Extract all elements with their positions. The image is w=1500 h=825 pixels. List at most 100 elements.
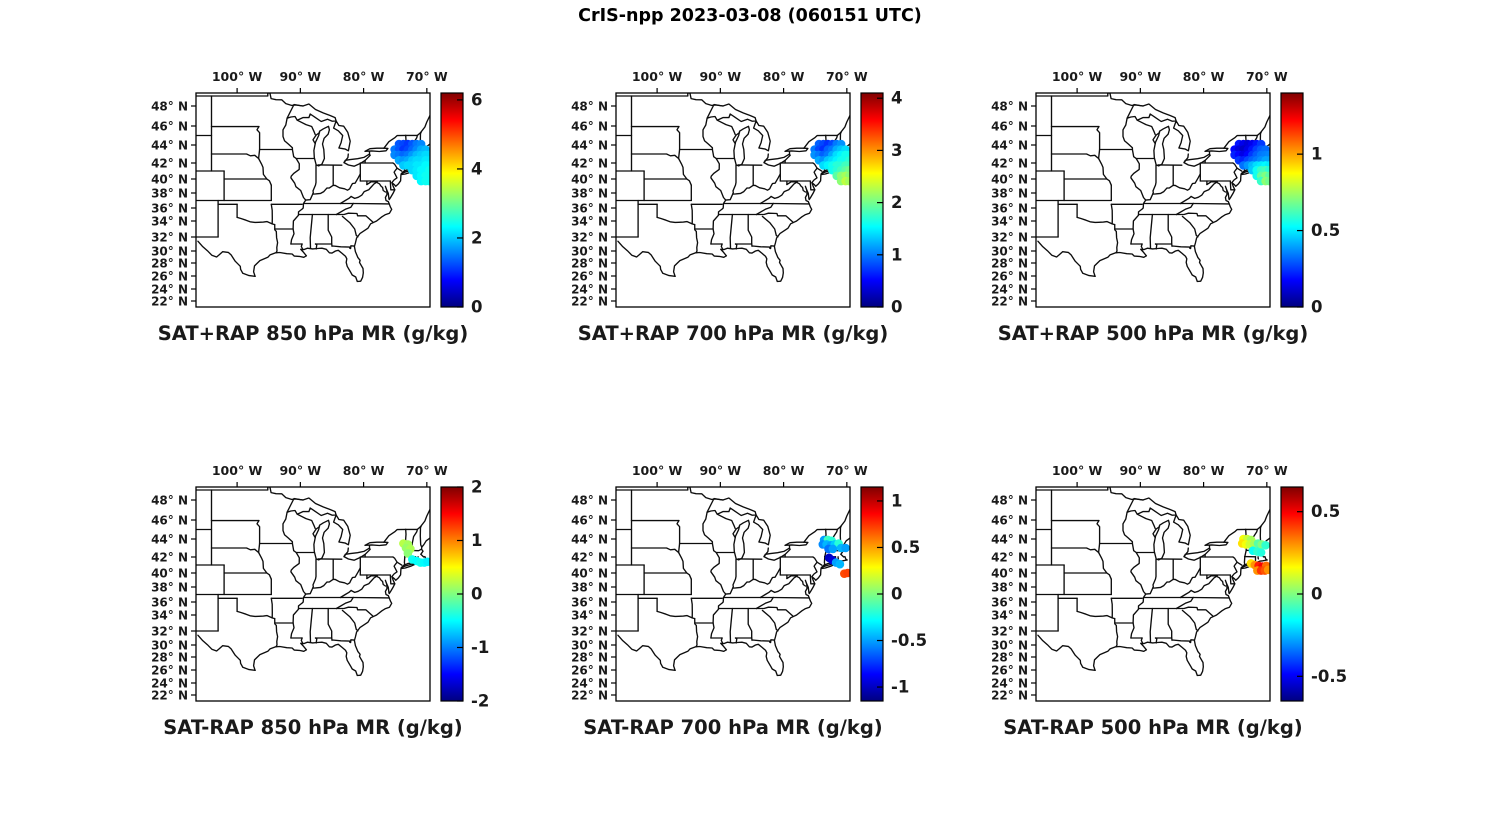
lat-tick-label: 40° N — [571, 173, 608, 187]
state-boundary — [257, 542, 261, 554]
state-boundary — [1167, 607, 1173, 641]
state-boundary — [770, 181, 798, 200]
state-boundary — [784, 541, 809, 547]
state-boundary — [752, 514, 771, 546]
colorbar-tick-label: -2 — [471, 692, 489, 711]
state-boundary — [332, 120, 351, 152]
state-boundary — [1229, 574, 1236, 585]
state-boundary — [694, 223, 699, 254]
colorbar-tick-label: 0.5 — [1311, 502, 1340, 521]
lat-tick-label: 30° N — [151, 245, 188, 259]
basemap — [196, 487, 430, 677]
colorbar — [1280, 92, 1304, 308]
colorbar-tick-label: 4 — [471, 159, 482, 178]
lat-tick-label: 48° N — [151, 494, 188, 508]
state-boundary — [803, 134, 827, 149]
state-boundary — [702, 511, 727, 639]
lat-tick-label: 48° N — [151, 100, 188, 114]
lat-tick-label: 38° N — [151, 581, 188, 595]
state-boundary — [210, 547, 260, 554]
state-boundary — [366, 575, 387, 587]
state-boundary — [383, 528, 407, 543]
lon-tick-label: 90° W — [1119, 463, 1161, 478]
state-boundary — [1140, 243, 1144, 251]
state-boundary — [803, 528, 827, 543]
state-boundary — [332, 514, 351, 546]
state-boundary — [1181, 215, 1199, 238]
lat-tick-label: 30° N — [991, 245, 1028, 259]
lon-tick-label: 90° W — [279, 463, 321, 478]
data-point — [843, 568, 850, 578]
lat-tick-label: 38° N — [571, 187, 608, 201]
state-boundary — [1097, 148, 1101, 160]
state-boundary — [720, 243, 724, 251]
colorbar-tick-label: 0 — [1311, 585, 1322, 604]
lat-tick-label: 28° N — [991, 651, 1028, 665]
state-boundary — [690, 597, 693, 619]
state-boundary — [1190, 575, 1218, 594]
lon-tick-label: 90° W — [699, 69, 741, 84]
state-boundary — [1126, 497, 1177, 517]
state-boundary — [702, 117, 727, 245]
state-boundary — [236, 216, 276, 226]
state-boundary — [1175, 202, 1194, 216]
lat-tick-label: 46° N — [151, 120, 188, 134]
state-boundary — [396, 167, 403, 172]
lon-tick-label: 80° W — [763, 463, 805, 478]
state-boundary — [1154, 637, 1158, 644]
lat-tick-label: 44° N — [151, 139, 188, 153]
state-boundary — [617, 634, 676, 671]
state-boundary — [751, 639, 776, 644]
state-boundary — [823, 555, 826, 566]
state-boundary — [1223, 528, 1247, 543]
lat-tick-label: 36° N — [151, 202, 188, 216]
lat-tick-label: 26° N — [151, 270, 188, 284]
state-boundary — [1145, 173, 1201, 201]
state-boundary — [314, 637, 318, 644]
state-boundary — [1171, 245, 1196, 250]
state-boundary — [1097, 157, 1112, 186]
map-panel-sat-minus-rap-850: 100° W 90° W 80° W 70° W 48° N 46° N 44° N 42° … — [151, 463, 489, 739]
lat-tick-label: 38° N — [991, 187, 1028, 201]
state-boundary — [1171, 639, 1196, 644]
map-frame — [615, 486, 851, 702]
state-boundary — [839, 114, 850, 134]
map-frame — [615, 92, 851, 308]
state-boundary — [364, 541, 389, 547]
state-boundary — [1140, 637, 1144, 645]
lat-tick-label: 22° N — [151, 295, 188, 309]
state-boundary — [1231, 556, 1238, 578]
colorbar-tick-label: 4 — [891, 89, 902, 108]
panel-title: SAT-RAP 850 hPa MR (g/kg) — [163, 716, 462, 739]
state-boundary — [335, 606, 374, 617]
lat-tick-label: 42° N — [151, 551, 188, 565]
lat-tick-label: 30° N — [571, 639, 608, 653]
figure-title: CrIS-npp 2023-03-08 (060151 UTC) — [578, 6, 922, 26]
state-boundary — [656, 216, 696, 226]
state-boundary — [706, 103, 757, 123]
lat-tick-label: 24° N — [991, 283, 1028, 297]
lat-tick-label: 34° N — [571, 609, 608, 623]
lat-tick-label: 32° N — [151, 625, 188, 639]
state-boundary — [197, 634, 256, 671]
lon-tick-label: 100° W — [1052, 463, 1103, 478]
state-boundary — [729, 607, 734, 643]
lat-tick-label: 44° N — [991, 139, 1028, 153]
state-boundary — [1110, 597, 1113, 619]
state-boundary — [1152, 526, 1161, 539]
colorbar-tick-label: 2 — [471, 478, 482, 497]
state-boundary — [339, 195, 352, 205]
state-boundary — [1175, 212, 1214, 223]
state-boundary — [1097, 551, 1112, 580]
state-boundary — [1153, 519, 1171, 561]
state-boundary — [690, 203, 693, 225]
state-boundary — [630, 153, 680, 160]
state-boundary — [364, 147, 389, 153]
state-boundary — [1167, 213, 1173, 247]
state-boundary — [389, 180, 396, 191]
lon-tick-label: 70° W — [826, 463, 868, 478]
colorbar-tick-label: 6 — [471, 90, 482, 109]
state-boundary — [811, 556, 818, 578]
basemap — [616, 93, 850, 283]
lon-tick-label: 80° W — [1183, 69, 1225, 84]
